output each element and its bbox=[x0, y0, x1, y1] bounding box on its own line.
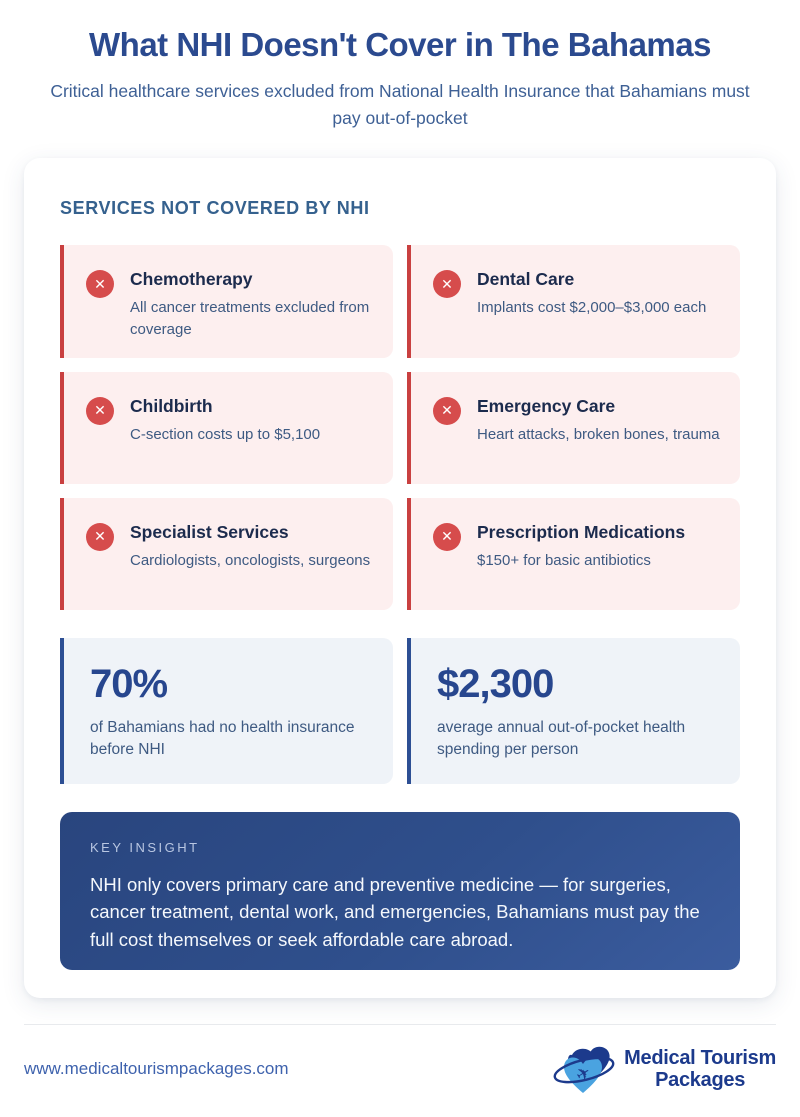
service-card-prescription-medications: ✕ Prescription Medications $150+ for bas… bbox=[407, 497, 740, 610]
key-insight-text: NHI only covers primary care and prevent… bbox=[90, 873, 700, 950]
stat-value: $2,300 bbox=[437, 661, 554, 706]
x-glyph: ✕ bbox=[94, 402, 106, 419]
service-text: Chemotherapy All cancer treatments exclu… bbox=[130, 269, 373, 340]
stat-label: of Bahamians had no health insurance bef… bbox=[90, 718, 355, 759]
services-panel: SERVICES NOT COVERED BY NHI ✕ Chemothera… bbox=[24, 158, 776, 999]
page-header: What NHI Doesn't Cover in The Bahamas Cr… bbox=[0, 0, 800, 132]
service-card-specialist-services: ✕ Specialist Services Cardiologists, onc… bbox=[60, 497, 393, 610]
service-text: Childbirth C-section costs up to $5,100 bbox=[130, 396, 320, 445]
service-card-childbirth: ✕ Childbirth C-section costs up to $5,10… bbox=[60, 371, 393, 484]
service-title: Childbirth bbox=[130, 395, 213, 416]
x-glyph: ✕ bbox=[94, 275, 106, 292]
x-circle-icon: ✕ bbox=[433, 396, 461, 425]
heart-plane-orbit-icon: ✈ bbox=[553, 1046, 615, 1094]
service-title: Prescription Medications bbox=[477, 521, 686, 542]
x-circle-icon: ✕ bbox=[433, 522, 461, 551]
service-title: Specialist Services bbox=[130, 521, 289, 542]
service-text: Dental Care Implants cost $2,000–$3,000 … bbox=[477, 269, 706, 318]
x-circle-icon: ✕ bbox=[86, 396, 114, 425]
service-description: Implants cost $2,000–$3,000 each bbox=[477, 299, 707, 317]
x-glyph: ✕ bbox=[441, 402, 453, 419]
service-text: Emergency Care Heart attacks, broken bon… bbox=[477, 396, 720, 445]
stat-card-out-of-pocket-spending: $2,300 average annual out-of-pocket heal… bbox=[407, 637, 740, 784]
x-circle-icon: ✕ bbox=[86, 270, 114, 299]
service-card-emergency-care: ✕ Emergency Care Heart attacks, broken b… bbox=[407, 371, 740, 484]
service-description: Heart attacks, broken bones, trauma bbox=[477, 425, 720, 443]
page-footer: www.medicaltourismpackages.com ✈ Medical… bbox=[24, 1024, 776, 1097]
service-text: Specialist Services Cardiologists, oncol… bbox=[130, 522, 370, 571]
key-insight-box: KEY INSIGHT NHI only covers primary care… bbox=[60, 811, 740, 970]
page-subtitle: Critical healthcare services excluded fr… bbox=[50, 81, 750, 129]
service-description: All cancer treatments excluded from cove… bbox=[130, 299, 370, 338]
x-circle-icon: ✕ bbox=[86, 522, 114, 551]
x-glyph: ✕ bbox=[94, 528, 106, 545]
services-grid: ✕ Chemotherapy All cancer treatments exc… bbox=[60, 245, 740, 610]
brand-name: Medical Tourism Packages bbox=[624, 1047, 776, 1091]
website-link[interactable]: www.medicaltourismpackages.com bbox=[24, 1059, 289, 1079]
service-title: Chemotherapy bbox=[130, 269, 253, 290]
x-glyph: ✕ bbox=[441, 528, 453, 545]
service-card-dental-care: ✕ Dental Care Implants cost $2,000–$3,00… bbox=[407, 245, 740, 358]
service-text: Prescription Medications $150+ for basic… bbox=[477, 522, 685, 571]
service-description: C-section costs up to $5,100 bbox=[130, 425, 321, 443]
stat-card-no-insurance: 70% of Bahamians had no health insurance… bbox=[60, 637, 393, 784]
x-glyph: ✕ bbox=[441, 275, 453, 292]
service-description: Cardiologists, oncologists, surgeons bbox=[130, 551, 371, 569]
brand-name-line2: Packages bbox=[655, 1069, 746, 1092]
service-title: Emergency Care bbox=[477, 395, 616, 416]
service-title: Dental Care bbox=[477, 269, 575, 290]
service-description: $150+ for basic antibiotics bbox=[477, 551, 651, 569]
x-circle-icon: ✕ bbox=[433, 270, 461, 299]
page-title: What NHI Doesn't Cover in The Bahamas bbox=[89, 26, 711, 63]
section-heading: SERVICES NOT COVERED BY NHI bbox=[60, 198, 370, 219]
stat-value: 70% bbox=[90, 661, 168, 706]
stat-label: average annual out-of-pocket health spen… bbox=[437, 718, 686, 759]
key-insight-label: KEY INSIGHT bbox=[90, 839, 200, 855]
brand-name-line1: Medical Tourism bbox=[624, 1047, 776, 1070]
stats-grid: 70% of Bahamians had no health insurance… bbox=[60, 637, 740, 784]
brand-logo: ✈ Medical Tourism Packages bbox=[552, 1041, 776, 1097]
service-card-chemotherapy: ✕ Chemotherapy All cancer treatments exc… bbox=[60, 245, 393, 358]
